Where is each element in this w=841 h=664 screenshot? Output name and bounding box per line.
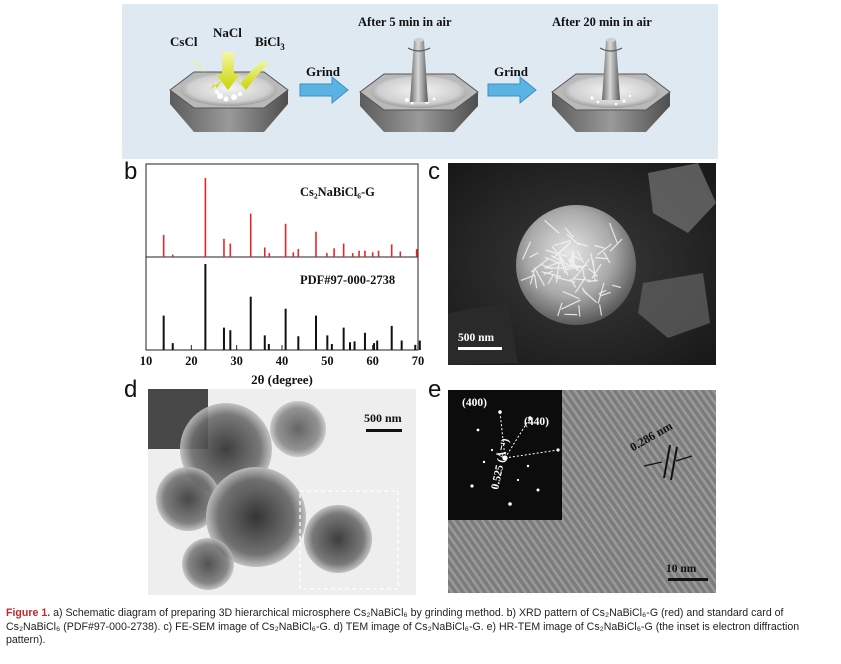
sem-scalebar-label: 500 nm: [458, 332, 495, 344]
salt-powder: [215, 90, 242, 102]
x-tick-label-6: 70: [412, 354, 425, 368]
mortar-3: [551, 38, 671, 132]
grinding-schematic: CsCl NaCl BiCl3 Grind After 5 min in air…: [169, 15, 671, 132]
reagent-arrow-center: [216, 52, 240, 90]
series-label-bottom: PDF#97-000-2738: [300, 273, 395, 287]
x-axis-label: 2θ (degree): [251, 372, 313, 387]
figure-label: Figure 1.: [6, 607, 51, 619]
microsphere: [516, 205, 636, 325]
x-tick-label-2: 30: [230, 354, 243, 368]
hrtem-scalebar: [668, 578, 708, 581]
x-tick-label-1: 20: [185, 354, 198, 368]
step3-title: After 20 min in air: [552, 15, 652, 29]
zoom-region-box: [299, 490, 399, 590]
figure-caption: Figure 1. a) Schematic diagram of prepar…: [6, 607, 836, 648]
plane-440-label: (440): [524, 416, 549, 428]
mortar-1: [169, 52, 289, 132]
plane-400-label: (400): [462, 397, 487, 409]
hrtem-image: (400) (440) 0.525 (Å⁻¹) 0.286 nm 10 nm: [448, 390, 716, 593]
sem-scalebar: [458, 347, 502, 350]
grind-label-1: Grind: [306, 64, 341, 79]
tem-scalebar-label: 500 nm: [364, 411, 402, 425]
sem-image: 500 nm: [448, 163, 716, 365]
process-arrow-1: [299, 75, 349, 105]
series-label-top: Cs₂NaBiCl₆-G: [300, 185, 375, 199]
x-tick-label-0: 10: [140, 354, 153, 368]
caption-text: a) Schematic diagram of preparing 3D hie…: [6, 607, 800, 646]
x-tick-label-3: 40: [276, 354, 289, 368]
pestle: [410, 40, 428, 102]
reagent-cscl: CsCl: [170, 34, 198, 49]
panel-c-label: c: [428, 158, 440, 185]
step2-title: After 5 min in air: [358, 15, 452, 29]
reagent-bicl3: BiCl3: [255, 34, 285, 52]
xrd-chart: 10 20 30 40 50 60 70 Cs₂NaBiCl₆-G PDF#97-000-2…: [140, 163, 425, 387]
panel-b-label: b: [124, 158, 138, 185]
tem-scalebar: [366, 429, 402, 432]
arrow-right-icon: [675, 455, 693, 462]
x-tick-label-5: 60: [366, 354, 379, 368]
rotation-arrow-icon: [407, 47, 431, 52]
reagent-arrow-right: [234, 60, 268, 90]
mortar-2: [359, 38, 479, 132]
reagent-nacl: NaCl: [213, 25, 242, 40]
hrtem-scalebar-label: 10 nm: [666, 563, 697, 575]
process-arrow-2: [487, 75, 537, 105]
series-red: [162, 178, 418, 257]
x-tick-label-4: 50: [321, 354, 334, 368]
diffraction-inset: [448, 390, 562, 520]
panel-a-schematic: CsCl NaCl BiCl3 Grind After 5 min in air…: [122, 4, 718, 159]
rotation-arrow-icon: [599, 47, 623, 52]
arrow-left-icon: [643, 461, 663, 467]
panel-e-label: e: [428, 376, 442, 403]
reagent-arrow-left: [194, 60, 222, 90]
x-axis: 10 20 30 40 50 60 70: [140, 345, 425, 368]
tem-image: 500 nm: [148, 389, 416, 595]
grind-label-2: Grind: [494, 64, 529, 79]
panel-d-label: d: [124, 376, 138, 403]
